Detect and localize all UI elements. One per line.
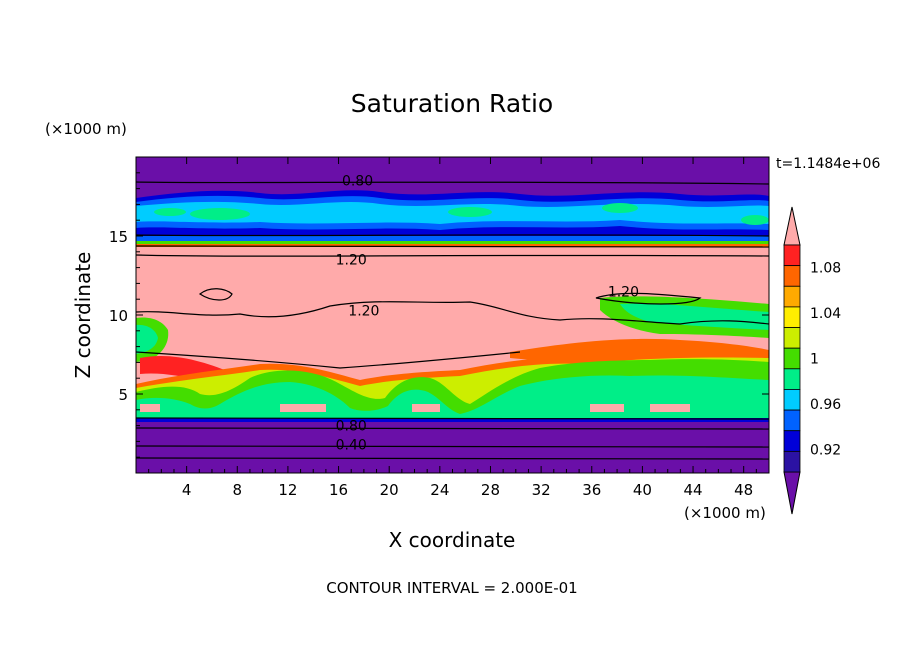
contour-label: 0.40: [336, 438, 367, 454]
colorbar: 0.92 0.96 1 1.04 1.08: [783, 206, 841, 515]
y-axis-label: Z coordinate: [71, 252, 95, 379]
contour-label: 0.80: [342, 174, 373, 190]
y-tick-label: 10: [109, 307, 128, 325]
field-lower-dark: [136, 422, 769, 473]
contour-line-bottom: [136, 457, 769, 460]
contour-line-040: [136, 445, 769, 448]
field-band-blue: [136, 236, 769, 241]
contour-line-upper-2: [136, 245, 769, 248]
field-upper-green-1: [190, 208, 250, 220]
contour-lines: [136, 181, 769, 460]
x-tick-label: 8: [233, 481, 243, 499]
contour-line-upper-1: [136, 234, 769, 237]
x-tick-label: 36: [582, 481, 601, 499]
field-band-orange: [136, 244, 769, 247]
x-tick-label: 28: [481, 481, 500, 499]
y-tick-label: 15: [109, 228, 128, 246]
x-tick-label: 32: [532, 481, 551, 499]
x-unit-label: (×1000 m): [684, 504, 766, 522]
colorbar-segment: [783, 327, 801, 349]
field-upper-green-5: [154, 208, 186, 216]
x-tick-label: 40: [633, 481, 652, 499]
x-axis-label: X coordinate: [389, 528, 516, 552]
contour-label: 1.20: [336, 253, 367, 269]
colorbar-bottom-arrow: [783, 471, 801, 515]
colorbar-segment: [783, 244, 801, 267]
colorbar-segment: [783, 285, 801, 308]
y-tick-label: 5: [118, 386, 128, 404]
colorbar-segment: [783, 409, 801, 432]
field-upper-green-2: [448, 207, 492, 217]
footer-contour-interval: CONTOUR INTERVAL = 2.000E-01: [326, 579, 577, 597]
field-upper-green-3: [602, 203, 638, 213]
x-tick-label: 16: [329, 481, 348, 499]
y-unit-label: (×1000 m): [45, 120, 127, 138]
field-base-pink-4: [650, 404, 690, 412]
x-tick-label: 12: [278, 481, 297, 499]
contour-line-base-1: [136, 417, 769, 420]
contour-line-top: [136, 181, 769, 185]
x-tick-label: 20: [380, 481, 399, 499]
colorbar-segment: [783, 306, 801, 328]
contour-label: 1.20: [348, 303, 379, 319]
time-label: t=1.1484e+06: [776, 156, 880, 172]
x-tick-label: 24: [430, 481, 449, 499]
colorbar-segment: [783, 368, 801, 390]
field-base-pink-3: [590, 404, 624, 412]
x-tick-label: 44: [683, 481, 702, 499]
y-axis-ticks: 5 10 15: [109, 172, 769, 458]
x-tick-label: 48: [734, 481, 753, 499]
field-right-teal: [620, 303, 769, 330]
x-axis-ticks: 4 8 12 16 20 24 28 32 36 40 44 48: [148, 157, 757, 499]
colorbar-segment: [783, 265, 801, 287]
field-upper-green-4: [741, 215, 769, 225]
contour-label: 0.80: [336, 419, 367, 435]
contour-labels: 0.80 1.20 1.20 1.20 0.80 0.40: [336, 174, 639, 454]
colorbar-segment: [783, 430, 801, 452]
x-tick-label: 4: [182, 481, 192, 499]
field-band-green: [136, 241, 769, 244]
colorbar-segment: [783, 389, 801, 411]
colorbar-tick-label: 1: [810, 352, 819, 368]
contour-line-120-mid: [136, 301, 769, 325]
chart-title: Saturation Ratio: [351, 89, 553, 118]
field-base-pink-5: [140, 404, 160, 412]
colorbar-tick-label: 0.92: [810, 442, 841, 458]
colorbar-segment: [783, 450, 801, 473]
contour-line-blob-2: [595, 292, 702, 305]
contour-line-blob-1: [198, 288, 233, 301]
field-left-teal: [136, 324, 158, 354]
colorbar-tick-label: 1.08: [810, 261, 841, 277]
colorbar-tick-label: 0.96: [810, 397, 841, 413]
plot-field: 0.80 1.20 1.20 1.20 0.80 0.40: [136, 157, 769, 473]
colorbar-tick-label: 1.04: [810, 306, 841, 322]
contour-label: 1.20: [608, 284, 639, 300]
field-base-pink-2: [412, 404, 440, 412]
contour-line-120-top: [136, 254, 769, 257]
contour-line-base-2: [136, 427, 769, 430]
field-base-pink-1: [280, 404, 326, 412]
colorbar-segment: [783, 347, 801, 370]
colorbar-top-arrow: [783, 206, 801, 246]
contour-line-lower-upper: [136, 351, 521, 369]
field-lower-blue: [136, 418, 769, 422]
